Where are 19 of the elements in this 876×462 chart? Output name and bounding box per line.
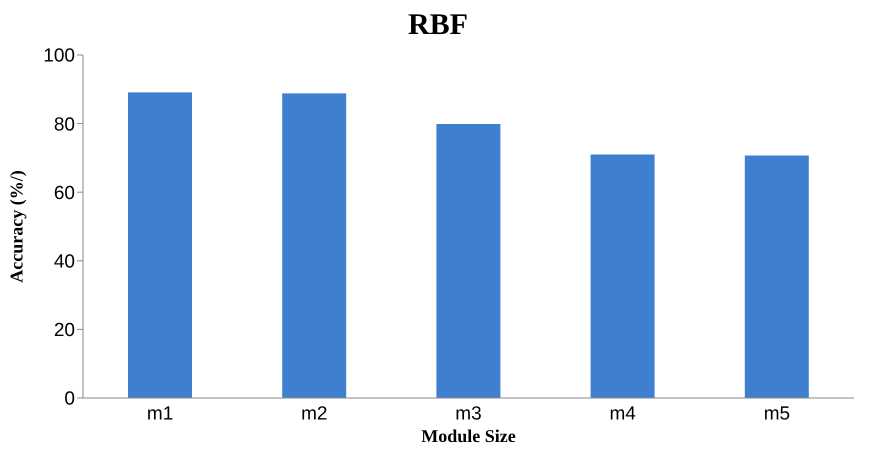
y-tick-label: 0 [64,388,75,410]
y-tick-label: 20 [54,320,75,342]
y-tick-label: 80 [54,114,75,136]
bar [282,93,346,398]
bar [590,154,655,398]
x-axis-title: Module Size [421,426,516,446]
x-tick-label: m5 [764,403,790,424]
x-tick-label: m3 [455,403,482,424]
y-tick-label: 40 [54,252,75,273]
y-axis-title: Accuracy (%/) [6,170,26,283]
y-tick-label: 100 [43,46,75,67]
x-tick-label: m2 [301,403,328,424]
y-tick-label: 60 [54,182,75,204]
bar [128,92,192,398]
chart-title: RBF [407,8,469,42]
bar [436,124,500,398]
x-tick-label: m4 [609,403,636,424]
x-tick-label: m1 [146,403,174,424]
bar [744,156,809,398]
